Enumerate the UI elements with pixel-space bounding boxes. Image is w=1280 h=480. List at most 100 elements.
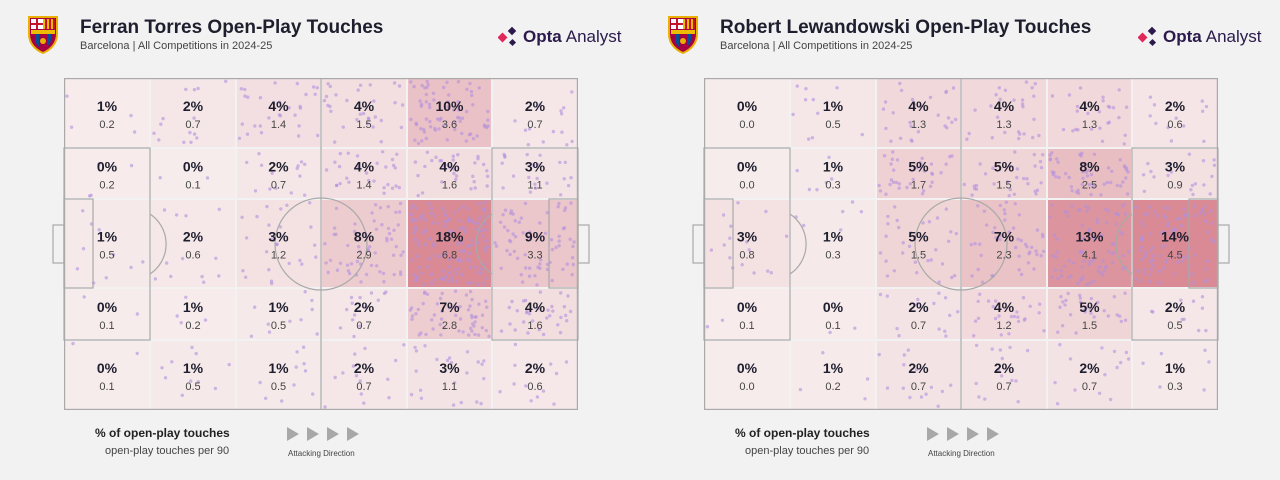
touch-dot [502,225,507,229]
touch-dot [1055,157,1059,161]
touch-dot [930,180,934,184]
zone-percent-label: 2% [525,98,546,114]
touch-dot [180,256,185,261]
zone-percent-label: 1% [183,299,204,315]
touch-dot [511,174,516,178]
zone-percent-label: 5% [908,229,929,245]
touch-dot [244,236,249,240]
touch-dot [1089,296,1094,301]
touch-dot [349,295,354,300]
touch-dot [949,383,953,387]
touch-dot [508,239,513,244]
touch-dot [937,291,941,295]
touch-dot [415,254,420,258]
touch-dot [1051,172,1055,177]
touch-dot [279,207,283,211]
touch-dot [451,154,455,158]
touch-dot [326,82,330,86]
touch-dot [1056,160,1060,164]
touch-dot [1024,80,1029,84]
touch-dot [266,322,270,326]
zone-percent-label: 3% [525,159,546,175]
touch-dot [1126,170,1130,174]
touch-dot [1204,104,1209,109]
touch-dot [1118,314,1122,318]
touch-dot [427,257,432,261]
touch-dot [241,269,245,273]
touch-dot [160,366,164,370]
touch-dot [860,132,864,137]
touch-dot [376,298,380,302]
touch-dot [367,117,371,121]
touch-dot [443,252,447,256]
touch-dot [471,220,475,224]
touch-dot [371,125,375,129]
touch-dot [1017,254,1021,258]
pitch-markings [692,78,1230,410]
zone-per90-label: 0.1 [99,381,114,393]
touch-dot [991,304,995,309]
touch-dot [1081,274,1085,279]
zone-percent-label: 8% [354,229,375,245]
zone-label-layer: 0% 0.0 1% 0.5 4% 1.3 4% 1.3 4% 1.3 2% 0.6 0% 0.0 1% 0.3… [737,98,1190,393]
touch-dot [529,399,533,403]
touch-dot [1004,200,1008,204]
zone-per90-label: 1.2 [271,250,286,262]
touch-dot [1080,182,1084,187]
zone-per90-label: 0.3 [825,250,840,262]
touch-dot [192,132,197,136]
touch-dot [1106,166,1111,170]
zone-percent-label: 2% [908,299,929,315]
touch-dot [1094,302,1098,307]
touch-dot [310,307,314,312]
zone-percent-label: 2% [994,360,1015,376]
touch-dot [426,82,430,87]
touch-dot [1118,158,1122,162]
touch-dot [298,174,302,178]
touch-dot [997,86,1001,90]
touch-dot [380,223,384,227]
touch-dot [1140,220,1144,224]
touch-dot [990,347,994,351]
touch-dot [810,136,815,140]
touch-dot [467,333,471,337]
touch-dot [1191,299,1196,303]
touch-dot [997,314,1001,318]
touch-dot [1058,343,1062,347]
touch-dot [1115,313,1119,317]
zone-per90-label: 0.5 [825,119,840,131]
zone-percent-label: 10% [435,98,464,114]
touch-dot [551,129,556,134]
touch-dot [1116,213,1121,217]
touch-dot [135,312,140,316]
touch-dot [1108,397,1113,402]
touch-dot [431,327,435,331]
touch-dot [1078,296,1082,300]
brand-name-bold: Opta [523,27,562,46]
touch-dot [1114,222,1119,226]
touch-dot [468,304,472,308]
touch-dot [1034,192,1038,196]
brand-name-light: Analyst [1205,27,1262,46]
touch-dot [947,239,951,243]
touch-dot [277,113,282,117]
touch-dot [194,351,198,356]
touch-dot [1033,164,1037,168]
touch-dot [526,143,530,147]
touch-dot [1144,213,1148,217]
heatmap-zone [960,339,1048,411]
touch-dot [546,308,550,312]
zone-per90-label: 6.8 [442,250,457,262]
touch-dot [1124,176,1128,180]
touch-dot [475,400,479,404]
heatmap-zone [491,77,579,149]
touch-dot [1166,173,1170,178]
touch-dot [424,332,428,337]
touch-dot [527,312,532,316]
touch-dot [476,360,480,364]
touch-dot [425,150,430,154]
touch-dot [891,150,895,154]
touch-dot [481,234,485,239]
touch-dot [1081,170,1085,174]
touch-dot [165,261,169,265]
